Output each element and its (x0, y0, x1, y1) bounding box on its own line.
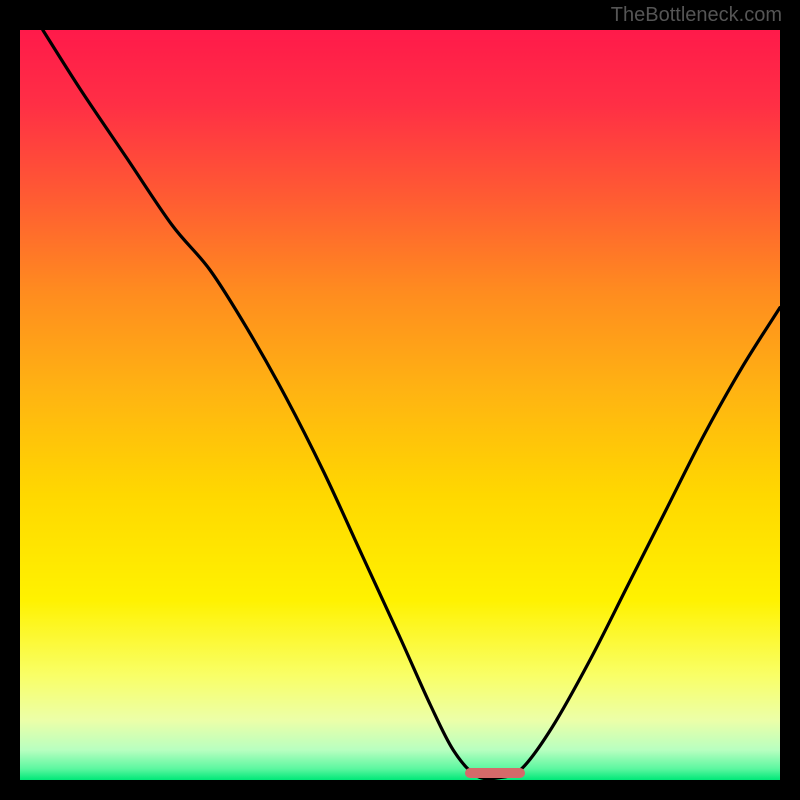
chart-plot-area (20, 30, 780, 780)
optimal-range-marker (465, 768, 526, 778)
attribution-text: TheBottleneck.com (611, 4, 782, 27)
bottleneck-curve (20, 30, 780, 780)
